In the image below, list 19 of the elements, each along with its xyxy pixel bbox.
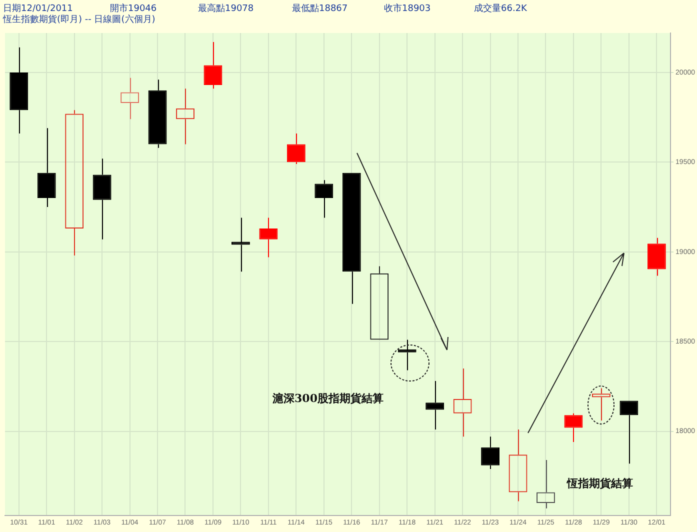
- text: 最低點18867: [292, 2, 348, 15]
- text: 開市19046: [110, 2, 157, 14]
- text: 收市18903: [384, 2, 431, 15]
- candlestick: [426, 380, 444, 430]
- candlestick: [92, 158, 112, 240]
- candlestick: [647, 237, 666, 276]
- candlestick: [231, 217, 250, 272]
- text: 日期12/01/2011: [3, 2, 73, 14]
- text: 最高點19078: [198, 2, 254, 15]
- candlestick: [37, 128, 56, 208]
- annotation: 滬深300股指期貨結算: [272, 392, 384, 405]
- candlestick: [148, 79, 167, 148]
- candlestick: [342, 172, 361, 304]
- text: 成交量66.2K: [474, 2, 527, 15]
- candlestick: [398, 339, 416, 371]
- chart-title: 恆生指數期貨(即月) -- 日線圖(六個月): [3, 14, 156, 26]
- candlestick: [10, 46, 28, 134]
- annotation: 恆指期貨結算: [566, 476, 633, 490]
- candlestick: [259, 217, 278, 258]
